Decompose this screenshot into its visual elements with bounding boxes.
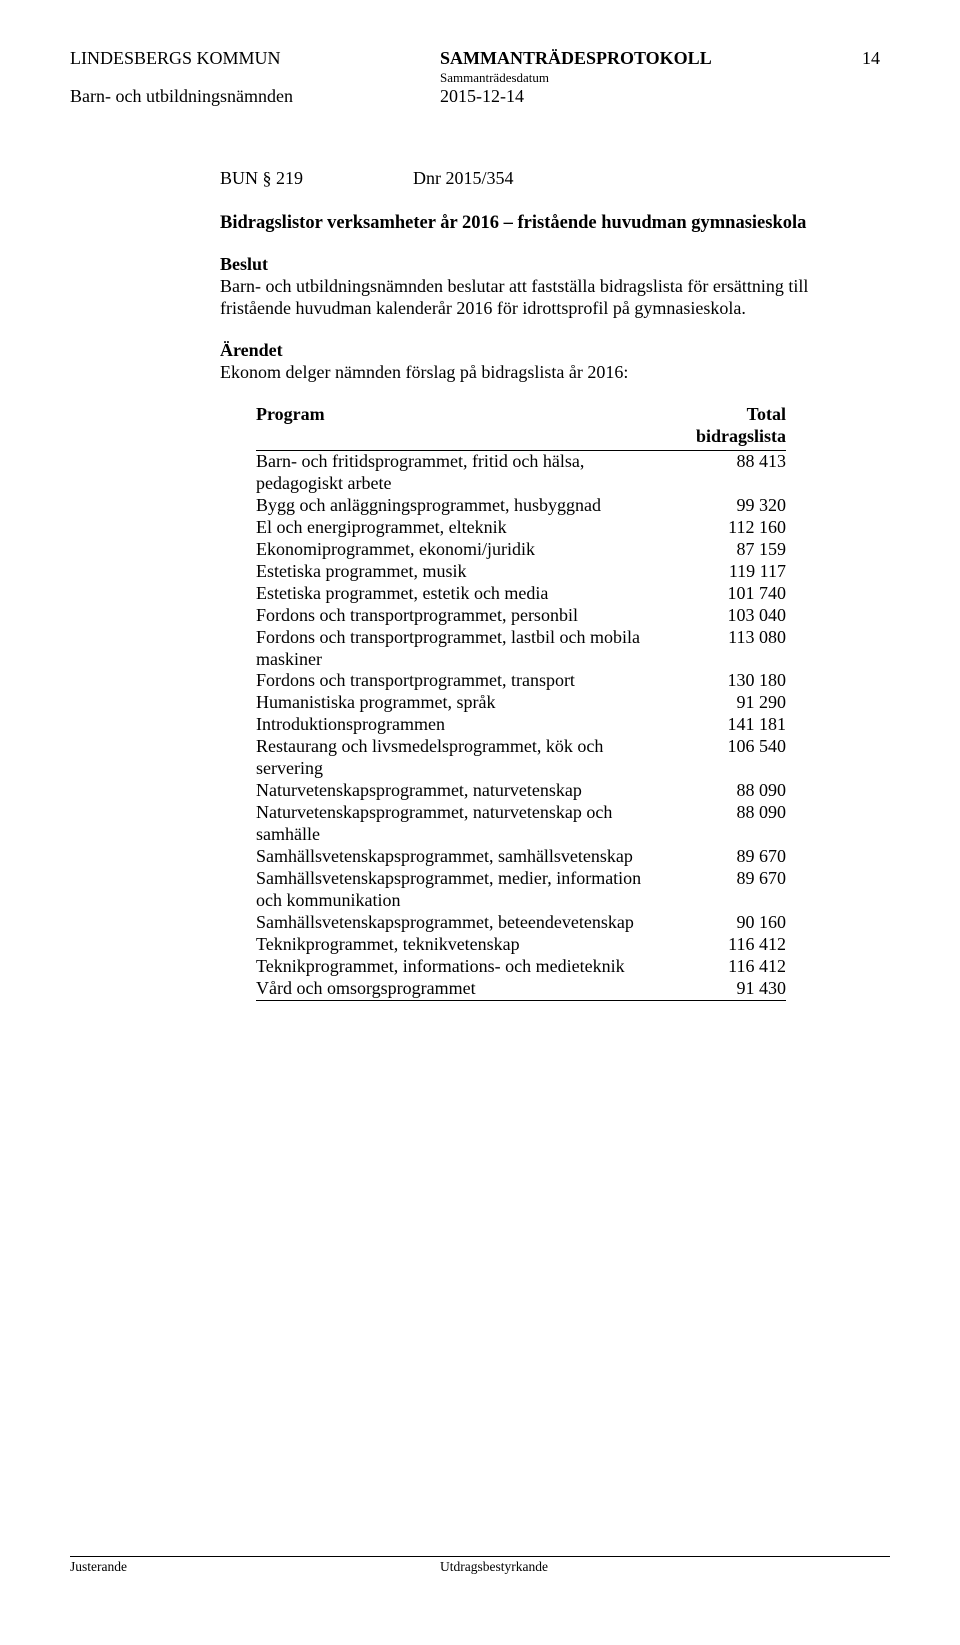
- table-row: Fordons och transportprogrammet, lastbil…: [256, 627, 786, 671]
- table-row: Ekonomiprogrammet, ekonomi/juridik87 159: [256, 539, 786, 561]
- header-date: 2015-12-14: [440, 86, 850, 108]
- cell-program: Ekonomiprogrammet, ekonomi/juridik: [256, 539, 656, 561]
- col-header-total-2: bidragslista: [696, 426, 786, 446]
- cell-value: 91 290: [656, 692, 786, 714]
- table-row: Estetiska programmet, estetik och media1…: [256, 583, 786, 605]
- cell-program: Vård och omsorgsprogrammet: [256, 978, 656, 1000]
- cell-program: Estetiska programmet, estetik och media: [256, 583, 656, 605]
- table-row: Vård och omsorgsprogrammet91 430: [256, 978, 786, 1000]
- table-row: Fordons och transportprogrammet, personb…: [256, 605, 786, 627]
- table-row: Samhällsvetenskapsprogrammet, beteendeve…: [256, 912, 786, 934]
- cell-program: Fordons och transportprogrammet, transpo…: [256, 670, 656, 692]
- header: LINDESBERGS KOMMUN SAMMANTRÄDESPROTOKOLL…: [70, 48, 890, 108]
- table-row: Bygg och anläggningsprogrammet, husbyggn…: [256, 495, 786, 517]
- cell-value: 88 090: [656, 802, 786, 846]
- table-row: Estetiska programmet, musik119 117: [256, 561, 786, 583]
- table-row: Humanistiska programmet, språk91 290: [256, 692, 786, 714]
- arendet-text: Ekonom delger nämnden förslag på bidrags…: [220, 362, 840, 384]
- arendet-section: Ärendet Ekonom delger nämnden förslag på…: [220, 340, 840, 384]
- cell-value: 101 740: [656, 583, 786, 605]
- bidrag-table-wrap: Program Total bidragslista Barn- och fri…: [256, 404, 840, 1001]
- footer-right: Utdragsbestyrkande: [440, 1559, 548, 1575]
- header-doctype: SAMMANTRÄDESPROTOKOLL: [440, 48, 850, 70]
- beslut-section: Beslut Barn- och utbildningsnämnden besl…: [220, 254, 840, 320]
- footer-left: Justerande: [70, 1559, 440, 1575]
- cell-program: Restaurang och livsmedelsprogrammet, kök…: [256, 736, 656, 780]
- footer-rule: [70, 1556, 890, 1557]
- cell-value: 89 670: [656, 868, 786, 912]
- cell-program: Samhällsvetenskapsprogrammet, samhällsve…: [256, 846, 656, 868]
- beslut-heading: Beslut: [220, 254, 840, 276]
- document-title: Bidragslistor verksamheter år 2016 – fri…: [220, 212, 840, 235]
- arendet-heading: Ärendet: [220, 340, 840, 362]
- table-row: Fordons och transportprogrammet, transpo…: [256, 670, 786, 692]
- table-row: Restaurang och livsmedelsprogrammet, kök…: [256, 736, 786, 780]
- bun-dnr: Dnr 2015/354: [413, 168, 514, 190]
- cell-value: 116 412: [656, 934, 786, 956]
- cell-value: 99 320: [656, 495, 786, 517]
- cell-value: 141 181: [656, 714, 786, 736]
- cell-program: Fordons och transportprogrammet, lastbil…: [256, 627, 656, 671]
- table-row: Samhällsvetenskapsprogrammet, medier, in…: [256, 868, 786, 912]
- cell-value: 88 090: [656, 780, 786, 802]
- cell-program: Teknikprogrammet, teknikvetenskap: [256, 934, 656, 956]
- table-body: Barn- och fritidsprogrammet, fritid och …: [256, 450, 786, 1000]
- cell-program: Teknikprogrammet, informations- och medi…: [256, 956, 656, 978]
- table-row: Teknikprogrammet, informations- och medi…: [256, 956, 786, 978]
- bidrag-table: Program Total bidragslista Barn- och fri…: [256, 404, 786, 1001]
- cell-value: 116 412: [656, 956, 786, 978]
- cell-value: 112 160: [656, 517, 786, 539]
- footer: Justerande Utdragsbestyrkande: [70, 1556, 890, 1575]
- page: LINDESBERGS KOMMUN SAMMANTRÄDESPROTOKOLL…: [0, 0, 960, 1645]
- table-row: Samhällsvetenskapsprogrammet, samhällsve…: [256, 846, 786, 868]
- cell-value: 89 670: [656, 846, 786, 868]
- cell-value: 88 413: [656, 450, 786, 494]
- beslut-text: Barn- och utbildningsnämnden beslutar at…: [220, 276, 840, 320]
- cell-value: 113 080: [656, 627, 786, 671]
- col-header-total-1: Total: [747, 404, 786, 424]
- cell-program: Naturvetenskapsprogrammet, naturvetenska…: [256, 780, 656, 802]
- col-header-total: Total bidragslista: [656, 404, 786, 450]
- header-committee: Barn- och utbildningsnämnden: [70, 86, 440, 108]
- cell-value: 91 430: [656, 978, 786, 1000]
- cell-program: Barn- och fritidsprogrammet, fritid och …: [256, 450, 656, 494]
- cell-program: Introduktionsprogrammen: [256, 714, 656, 736]
- header-org: LINDESBERGS KOMMUN: [70, 48, 440, 70]
- table-row: Barn- och fritidsprogrammet, fritid och …: [256, 450, 786, 494]
- cell-program: Humanistiska programmet, språk: [256, 692, 656, 714]
- bun-ref: BUN § 219: [220, 168, 303, 190]
- cell-value: 87 159: [656, 539, 786, 561]
- cell-value: 90 160: [656, 912, 786, 934]
- reference-line: BUN § 219 Dnr 2015/354: [220, 168, 840, 190]
- cell-value: 130 180: [656, 670, 786, 692]
- header-page-number: 14: [850, 48, 880, 70]
- cell-program: Samhällsvetenskapsprogrammet, medier, in…: [256, 868, 656, 912]
- cell-program: Naturvetenskapsprogrammet, naturvetenska…: [256, 802, 656, 846]
- table-row: Naturvetenskapsprogrammet, naturvetenska…: [256, 780, 786, 802]
- col-header-program: Program: [256, 404, 656, 450]
- cell-value: 119 117: [656, 561, 786, 583]
- table-row: Introduktionsprogrammen141 181: [256, 714, 786, 736]
- cell-value: 106 540: [656, 736, 786, 780]
- cell-program: Samhällsvetenskapsprogrammet, beteendeve…: [256, 912, 656, 934]
- cell-value: 103 040: [656, 605, 786, 627]
- cell-program: Estetiska programmet, musik: [256, 561, 656, 583]
- table-row: Naturvetenskapsprogrammet, naturvetenska…: [256, 802, 786, 846]
- table-header-row: Program Total bidragslista: [256, 404, 786, 450]
- cell-program: El och energiprogrammet, elteknik: [256, 517, 656, 539]
- table-row: El och energiprogrammet, elteknik112 160: [256, 517, 786, 539]
- header-date-label: Sammanträdesdatum: [440, 70, 850, 86]
- cell-program: Fordons och transportprogrammet, personb…: [256, 605, 656, 627]
- cell-program: Bygg och anläggningsprogrammet, husbyggn…: [256, 495, 656, 517]
- document-body: BUN § 219 Dnr 2015/354 Bidragslistor ver…: [220, 168, 840, 1001]
- table-row: Teknikprogrammet, teknikvetenskap116 412: [256, 934, 786, 956]
